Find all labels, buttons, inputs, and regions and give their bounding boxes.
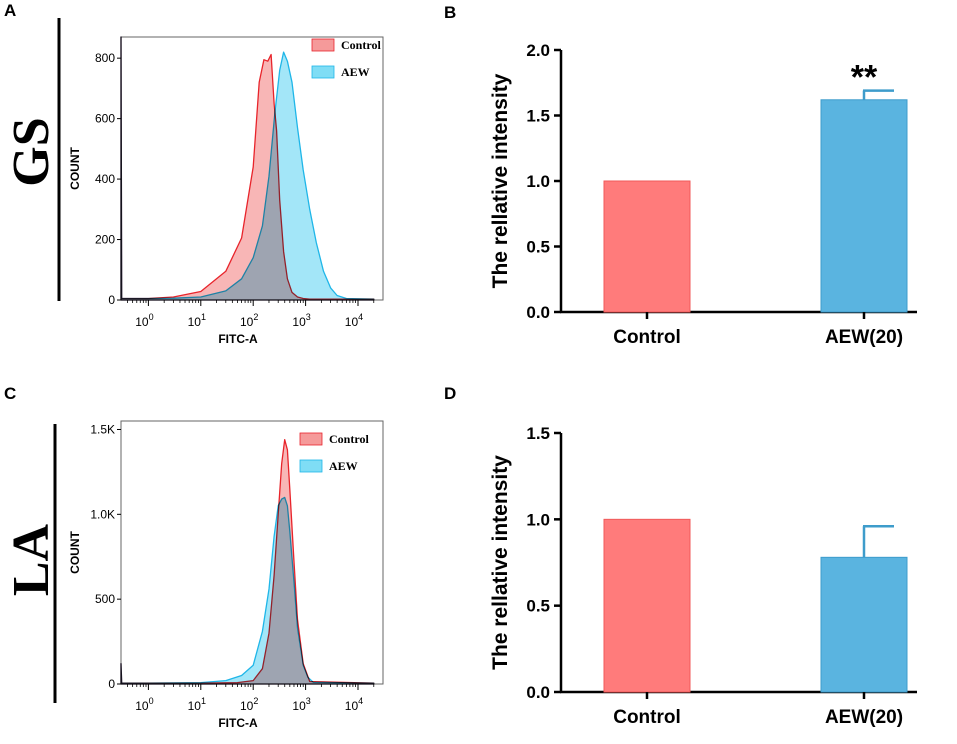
y-tick-label: 0 xyxy=(108,677,115,691)
x-tick-label: 103 xyxy=(292,312,310,329)
x-tick-label: 104 xyxy=(345,312,363,329)
panel-letter-c: C xyxy=(4,384,16,403)
y-tick-label: 2.0 xyxy=(526,41,550,60)
control-histogram xyxy=(120,439,375,685)
y-tick-label: 0 xyxy=(108,293,115,307)
legend-swatch-aew xyxy=(311,65,335,79)
x-tick-label: 100 xyxy=(135,696,153,713)
bar-aew xyxy=(820,99,908,313)
category-label: AEW(20) xyxy=(825,327,903,348)
bar-aew xyxy=(820,556,908,693)
legend-label-aew: AEW xyxy=(329,459,358,473)
y-axis-label: The rellative intensity xyxy=(489,73,512,288)
y-tick-label: 1.5 xyxy=(526,424,550,443)
y-tick-label: 800 xyxy=(95,51,115,65)
bar-control xyxy=(603,518,691,693)
aew-histogram xyxy=(120,36,375,301)
bar-chart-gs: 0.0 0.5 1.0 1.5 2.0 Control AEW(20) ** The rella… xyxy=(489,41,917,348)
x-tick-label: 101 xyxy=(188,312,206,329)
legend-label-aew: AEW xyxy=(341,65,370,79)
group-label-la: LA xyxy=(3,523,60,596)
legend-swatch-aew xyxy=(299,459,323,473)
legend-label-control: Control xyxy=(329,432,369,446)
x-tick-label: 101 xyxy=(188,696,206,713)
y-tick-label: 200 xyxy=(95,233,115,247)
y-tick-label: 600 xyxy=(95,112,115,126)
legend-label-control: Control xyxy=(341,38,381,52)
x-axis-label: FITC-A xyxy=(218,716,258,730)
control-histogram xyxy=(120,36,375,301)
category-label: AEW(20) xyxy=(825,707,903,728)
y-tick-label: 1.5K xyxy=(90,422,115,436)
y-tick-label: 0.5 xyxy=(526,238,550,257)
x-tick-label: 104 xyxy=(345,696,363,713)
y-axis-label: COUNT xyxy=(68,147,82,190)
significance-marker: ** xyxy=(851,59,878,97)
bar-control xyxy=(603,180,691,313)
group-label-gs: GS xyxy=(3,117,60,186)
x-tick-label: 103 xyxy=(292,696,310,713)
y-axis-label: COUNT xyxy=(68,531,82,574)
y-tick-label: 1.5 xyxy=(526,107,550,126)
y-tick-label: 0.5 xyxy=(526,597,550,616)
panel-letter-a: A xyxy=(4,1,16,20)
y-tick-label: 400 xyxy=(95,172,115,186)
y-tick-label: 500 xyxy=(95,592,115,606)
histogram-gs: 0 200 400 600 800 100 101 102 103 104 FITC-A COUNT C… xyxy=(68,36,384,346)
category-label: Control xyxy=(613,327,681,348)
x-tick-label: 102 xyxy=(240,696,258,713)
category-label: Control xyxy=(613,707,681,728)
legend-swatch-control xyxy=(311,38,335,52)
y-tick-label: 1.0K xyxy=(90,507,115,521)
panel-letter-d: D xyxy=(444,384,456,403)
histogram-la: 0 500 1.0K 1.5K 100 101 102 103 104 FITC-A COUNT Co… xyxy=(68,420,384,730)
y-tick-label: 1.0 xyxy=(526,510,550,529)
legend-swatch-control xyxy=(299,432,323,446)
panel-letter-b: B xyxy=(444,3,456,22)
x-axis-label: FITC-A xyxy=(218,332,258,346)
y-tick-label: 0.0 xyxy=(526,303,550,322)
x-tick-label: 102 xyxy=(240,312,258,329)
y-tick-label: 1.0 xyxy=(526,172,550,191)
x-tick-label: 100 xyxy=(135,312,153,329)
bar-chart-la: 0.0 0.5 1.0 1.5 Control AEW(20) The rellative … xyxy=(489,424,917,728)
y-tick-label: 0.0 xyxy=(526,683,550,702)
y-axis-label: The rellative intensity xyxy=(489,455,512,670)
aew-histogram xyxy=(120,496,375,685)
